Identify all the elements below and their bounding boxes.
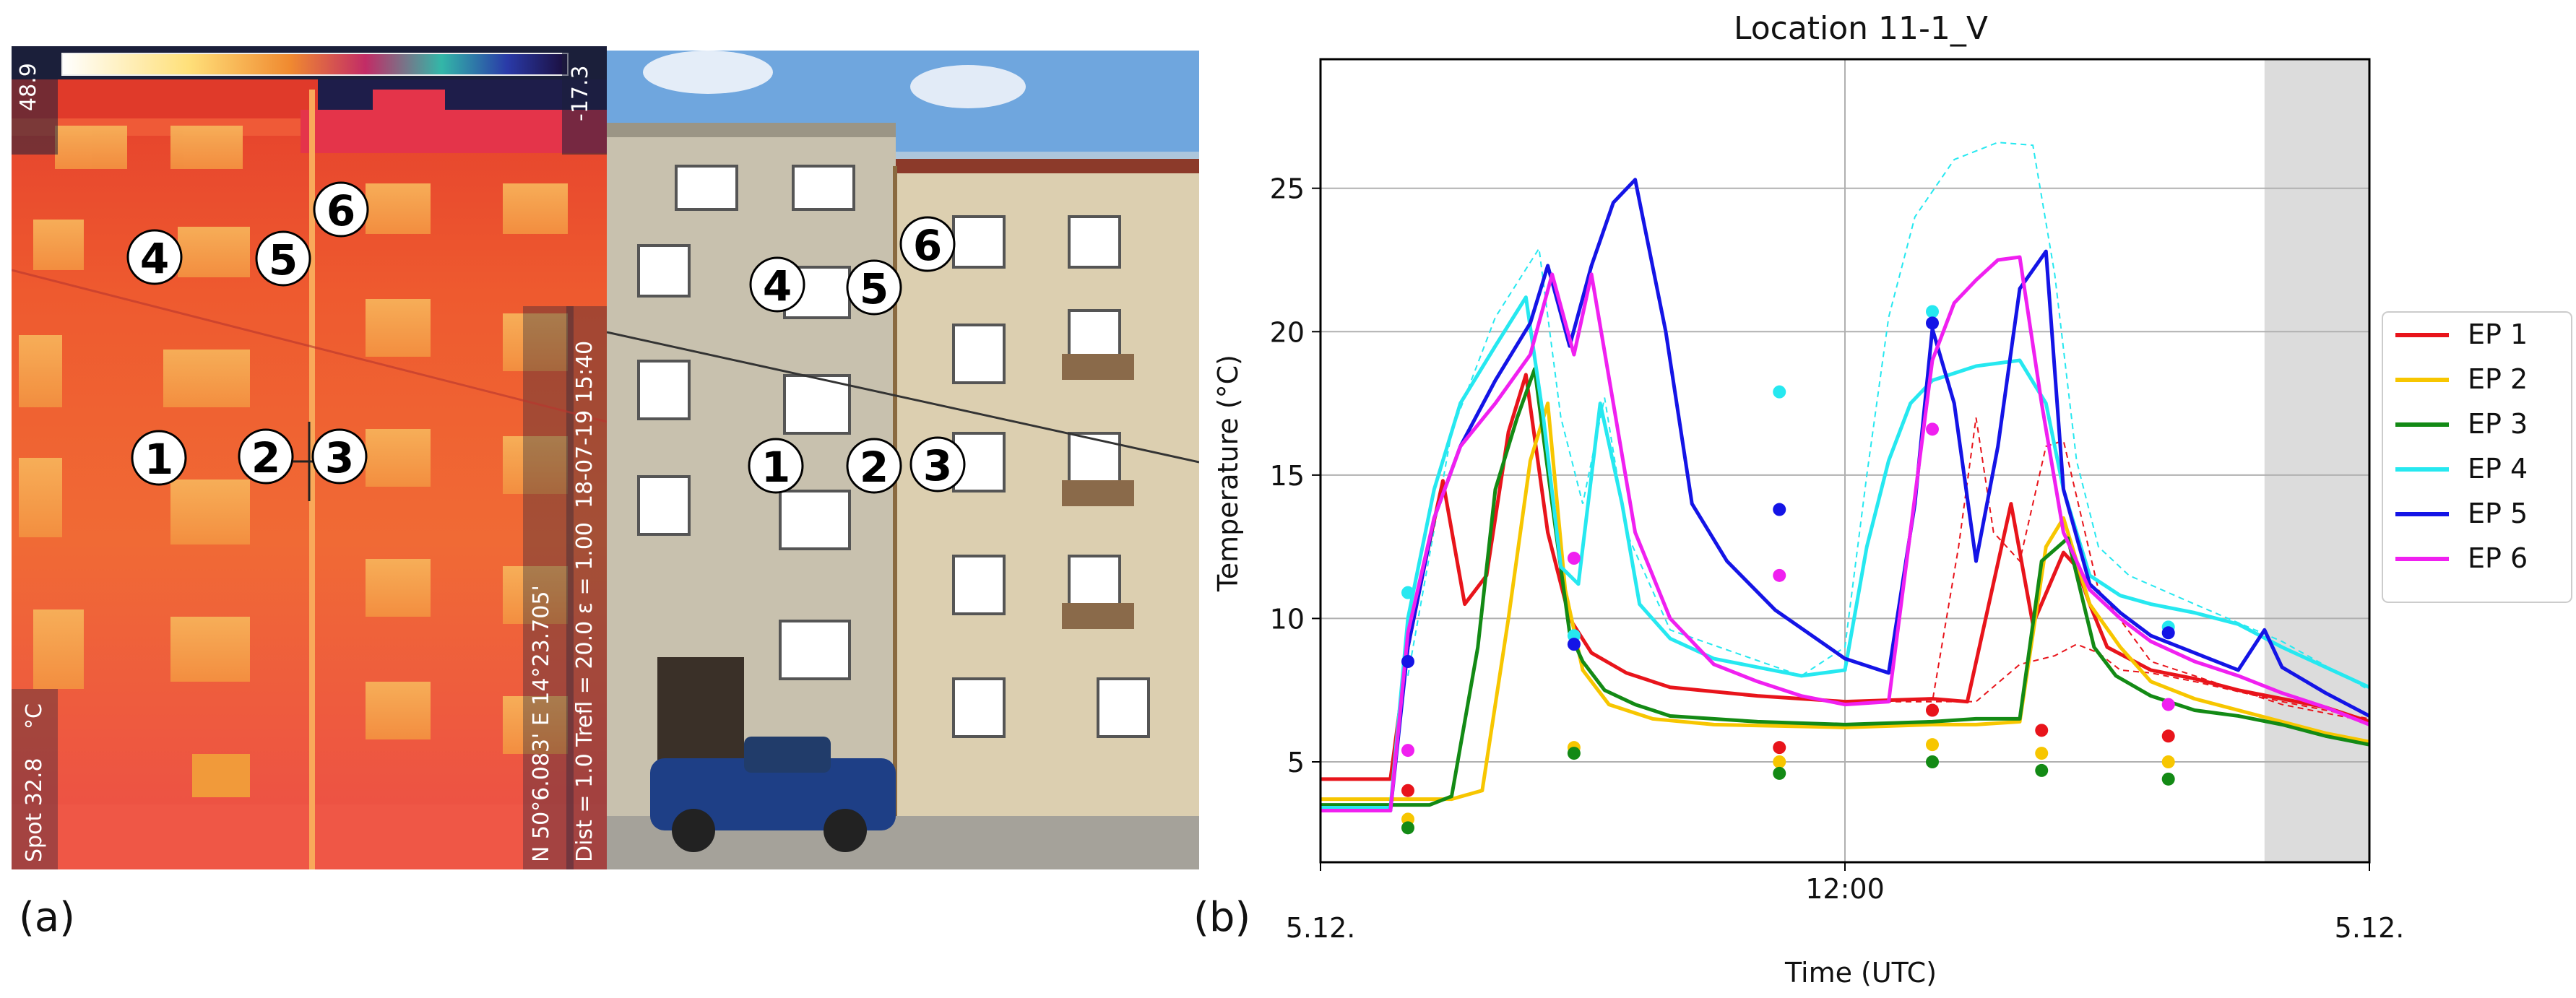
x-tick-label: 5.12. [2335,912,2405,944]
marker-point-ep1 [2161,729,2175,743]
marker-point-ep5 [2161,626,2175,640]
marker-point-ep3 [2161,772,2175,786]
marker-point-ep4 [1926,305,1939,318]
marker-point-ep3 [1401,821,1414,835]
marker-point-ep2 [1926,738,1939,752]
marker-point-ep5 [1773,503,1786,516]
svg-text:4: 4 [763,261,792,311]
temperature-chart: 5 10 15 20 25 5.12. 12:00 5.12. Location 11-1_… [1212,10,2572,989]
marker-point-ep2 [2035,747,2049,760]
thermal-gps: N 50°6.083' E 14°23.705' [529,585,554,862]
thermal-marker-1: 1 [131,430,187,486]
thermal-building-drawing: 1 2 3 4 5 6 [12,46,607,869]
legend-label-ep2: EP 2 [2468,363,2528,395]
thermal-marker-3: 3 [311,428,368,485]
marker-point-ep6 [1926,422,1939,436]
marker-point-ep2 [2161,755,2175,768]
svg-text:2: 2 [251,433,280,482]
photo-marker-6: 6 [899,216,956,272]
y-tick-label: 10 [1270,603,1305,635]
thermal-scale-max: 48.9 [16,63,41,111]
photo-marker-1: 1 [748,438,804,494]
y-tick-label: 5 [1287,747,1305,778]
svg-text:5: 5 [860,264,889,313]
series-line-ep6 [1321,255,2370,813]
legend-label-ep5: EP 5 [2468,498,2528,529]
thermal-params: Dist = 1.0 Trefl = 20.0 ε = 1.00 [572,522,597,862]
legend-label-ep4: EP 4 [2468,453,2528,485]
series-line-ep5 [1321,178,2371,813]
dashed-series-line [1407,142,2370,691]
marker-point-ep6 [2161,698,2175,711]
marker-point-ep1 [1401,784,1414,797]
marker-point-ep6 [1773,568,1786,582]
series-line-ep2 [1321,402,2370,802]
marker-point-ep5 [1401,655,1414,668]
svg-text:5: 5 [269,235,298,285]
marker-point-ep1 [1773,741,1786,755]
thermal-spot: Spot 32.8 [22,758,47,862]
dashed-series-line [1845,643,2370,720]
marker-point-ep4 [1401,586,1414,599]
marker-point-ep3 [1567,747,1581,760]
marker-point-ep2 [1773,755,1786,768]
svg-text:6: 6 [913,221,942,270]
marker-point-ep6 [1567,552,1581,565]
marker-point-ep1 [1926,703,1939,717]
legend-label-ep1: EP 1 [2468,318,2528,350]
thermal-marker-4: 4 [126,229,183,285]
y-tick-label: 25 [1270,173,1305,205]
building-photo: 1 2 3 4 5 6 [607,51,1199,869]
svg-text:3: 3 [325,433,354,482]
svg-text:3: 3 [923,441,952,490]
shaded-region [2264,59,2369,862]
y-tick-label: 15 [1270,460,1305,492]
thermal-timestamp: 18-07-19 15:40 [572,340,597,508]
marker-point-ep4 [1773,385,1786,399]
y-axis-label: Temperature (°C) [1212,355,1244,592]
y-tick-label: 20 [1270,316,1305,348]
photo-building-drawing: 1 2 3 4 5 6 [607,51,1199,869]
chart-title: Location 11-1_V [1734,10,1988,47]
svg-text:1: 1 [761,443,790,492]
panel-b-label: (b) [1193,894,1251,941]
series-line-ep1 [1321,373,2370,781]
marker-point-ep1 [2035,724,2049,737]
thermal-marker-2: 2 [238,428,294,485]
legend-box [2382,311,2572,603]
photo-marker-4: 4 [749,256,805,313]
thermal-image: 1 2 3 4 5 6 48.9 -17.3 °C Spot 32.8 18-0… [12,46,607,869]
x-axis-label: Time (UTC) [1784,957,1937,989]
marker-point-ep6 [1401,744,1414,758]
marker-point-ep3 [2035,763,2049,777]
x-tick-label: 12:00 [1805,873,1885,905]
photo-marker-2: 2 [846,438,902,494]
svg-text:6: 6 [327,186,355,235]
legend-label-ep3: EP 3 [2468,408,2528,440]
chart-legend: EP 1 EP 2 EP 3 EP 4 EP 5 EP 6 [2382,311,2572,603]
marker-point-ep5 [1926,316,1939,330]
thermal-marker-5: 5 [255,230,311,287]
series-line-ep4 [1321,295,2371,810]
svg-text:2: 2 [860,443,889,492]
marker-point-ep5 [1567,638,1581,651]
dashed-series-line [1845,417,2370,723]
x-tick-label: 5.12. [1286,912,1356,944]
svg-text:4: 4 [140,234,169,283]
thermal-scale-min: -17.3 [568,65,593,121]
legend-label-ep6: EP 6 [2468,542,2528,574]
marker-point-ep3 [1773,766,1786,780]
thermal-marker-6: 6 [313,181,369,238]
svg-text:1: 1 [144,435,173,484]
panel-a-label: (a) [19,894,76,941]
marker-point-ep3 [1926,755,1939,768]
thermal-unit: °C [22,703,47,729]
photo-marker-3: 3 [909,436,966,493]
photo-marker-5: 5 [846,259,902,316]
